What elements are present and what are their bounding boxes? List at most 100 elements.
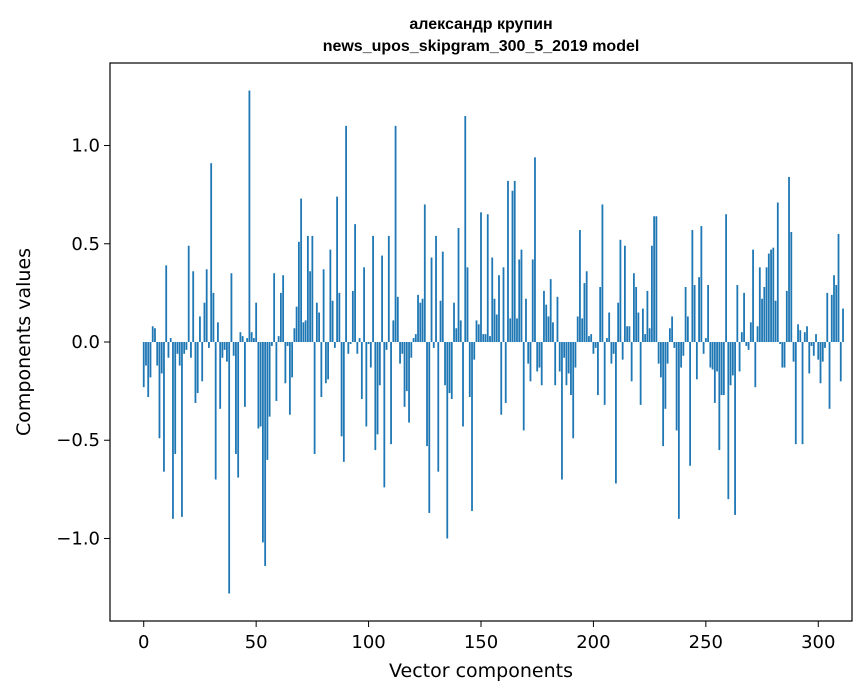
bar-148	[475, 320, 478, 342]
x-tick-label: 50	[245, 632, 268, 653]
bar-147	[473, 342, 476, 360]
bar-100	[367, 342, 370, 344]
bar-74	[309, 271, 312, 342]
bar-256	[718, 342, 721, 451]
bar-121	[414, 334, 417, 342]
bar-98	[363, 267, 365, 342]
bar-132	[439, 300, 442, 342]
bar-300	[817, 342, 820, 360]
bar-200	[592, 342, 595, 354]
bar-33	[217, 322, 219, 342]
bar-46	[246, 338, 249, 342]
bar-90	[345, 125, 347, 343]
bar-229	[657, 342, 660, 364]
bar-166	[516, 318, 518, 342]
bar-257	[720, 342, 723, 396]
bar-112	[394, 125, 397, 343]
bar-182	[552, 322, 554, 342]
bar-265	[738, 342, 741, 372]
bar-142	[462, 342, 464, 427]
bar-210	[615, 342, 617, 484]
bar-52	[259, 342, 262, 427]
bar-34	[219, 342, 222, 409]
bar-53	[262, 342, 264, 543]
bar-234	[668, 328, 671, 342]
bar-120	[412, 338, 415, 342]
bar-165	[513, 180, 516, 342]
bar-222	[641, 308, 644, 342]
bar-94	[354, 224, 356, 342]
bar-157	[495, 314, 498, 342]
bar-40	[232, 342, 235, 356]
bar-83	[329, 249, 332, 342]
bar-221	[639, 342, 642, 405]
bar-41	[235, 342, 237, 454]
bar-59	[275, 342, 278, 401]
bar-199	[590, 334, 593, 342]
bar-35	[221, 342, 224, 358]
bar-220	[637, 312, 640, 342]
bar-231	[662, 342, 665, 447]
bar-306	[830, 294, 833, 342]
bar-262	[731, 342, 734, 376]
bar-137	[450, 342, 453, 399]
bar-175	[536, 342, 539, 372]
bar-244	[691, 230, 694, 342]
bar-140	[457, 228, 460, 342]
bar-202	[597, 342, 599, 396]
bar-208	[610, 342, 613, 364]
plot-frame	[109, 62, 853, 622]
bar-62	[282, 275, 285, 342]
bar-45	[244, 342, 246, 407]
bar-289	[792, 342, 795, 362]
bar-201	[594, 342, 597, 348]
bar-297	[810, 342, 813, 346]
bar-167	[518, 259, 521, 342]
bar-179	[545, 304, 548, 342]
bar-271	[752, 249, 754, 342]
bar-304	[826, 292, 829, 342]
bar-174	[534, 157, 536, 342]
bar-194	[579, 230, 581, 342]
bar-37	[226, 342, 228, 362]
bar-233	[666, 342, 669, 364]
bar-196	[583, 283, 586, 342]
bar-103	[374, 342, 377, 451]
bar-134	[444, 342, 446, 386]
bar-266	[740, 332, 743, 342]
bar-187	[563, 342, 566, 358]
bar-170	[525, 298, 527, 342]
bar-246	[695, 342, 698, 380]
bar-155	[491, 257, 494, 342]
bar-82	[327, 342, 329, 380]
bar-49	[253, 338, 255, 342]
bar-243	[689, 342, 692, 466]
bar-5	[154, 328, 156, 342]
bar-185	[558, 342, 561, 372]
bar-99	[365, 342, 368, 427]
bar-65	[288, 342, 291, 415]
bar-171	[527, 342, 530, 364]
bar-188	[565, 342, 568, 386]
bar-32	[214, 342, 217, 480]
bar-195	[581, 318, 584, 342]
bar-176	[538, 342, 541, 368]
bar-20	[187, 245, 190, 342]
bar-288	[790, 231, 793, 342]
bar-213	[621, 342, 624, 360]
bar-211	[617, 302, 620, 342]
bar-214	[624, 245, 626, 342]
bar-11	[167, 342, 170, 358]
bar-8	[160, 342, 163, 374]
bar-237	[675, 342, 678, 431]
bar-56	[268, 342, 271, 417]
bar-172	[529, 342, 532, 382]
bar-217	[630, 342, 633, 382]
bar-58	[273, 273, 276, 342]
bar-119	[410, 342, 413, 358]
bar-309	[837, 233, 840, 342]
bar-286	[785, 290, 788, 342]
bar-21	[190, 342, 192, 358]
bar-30	[210, 163, 213, 342]
